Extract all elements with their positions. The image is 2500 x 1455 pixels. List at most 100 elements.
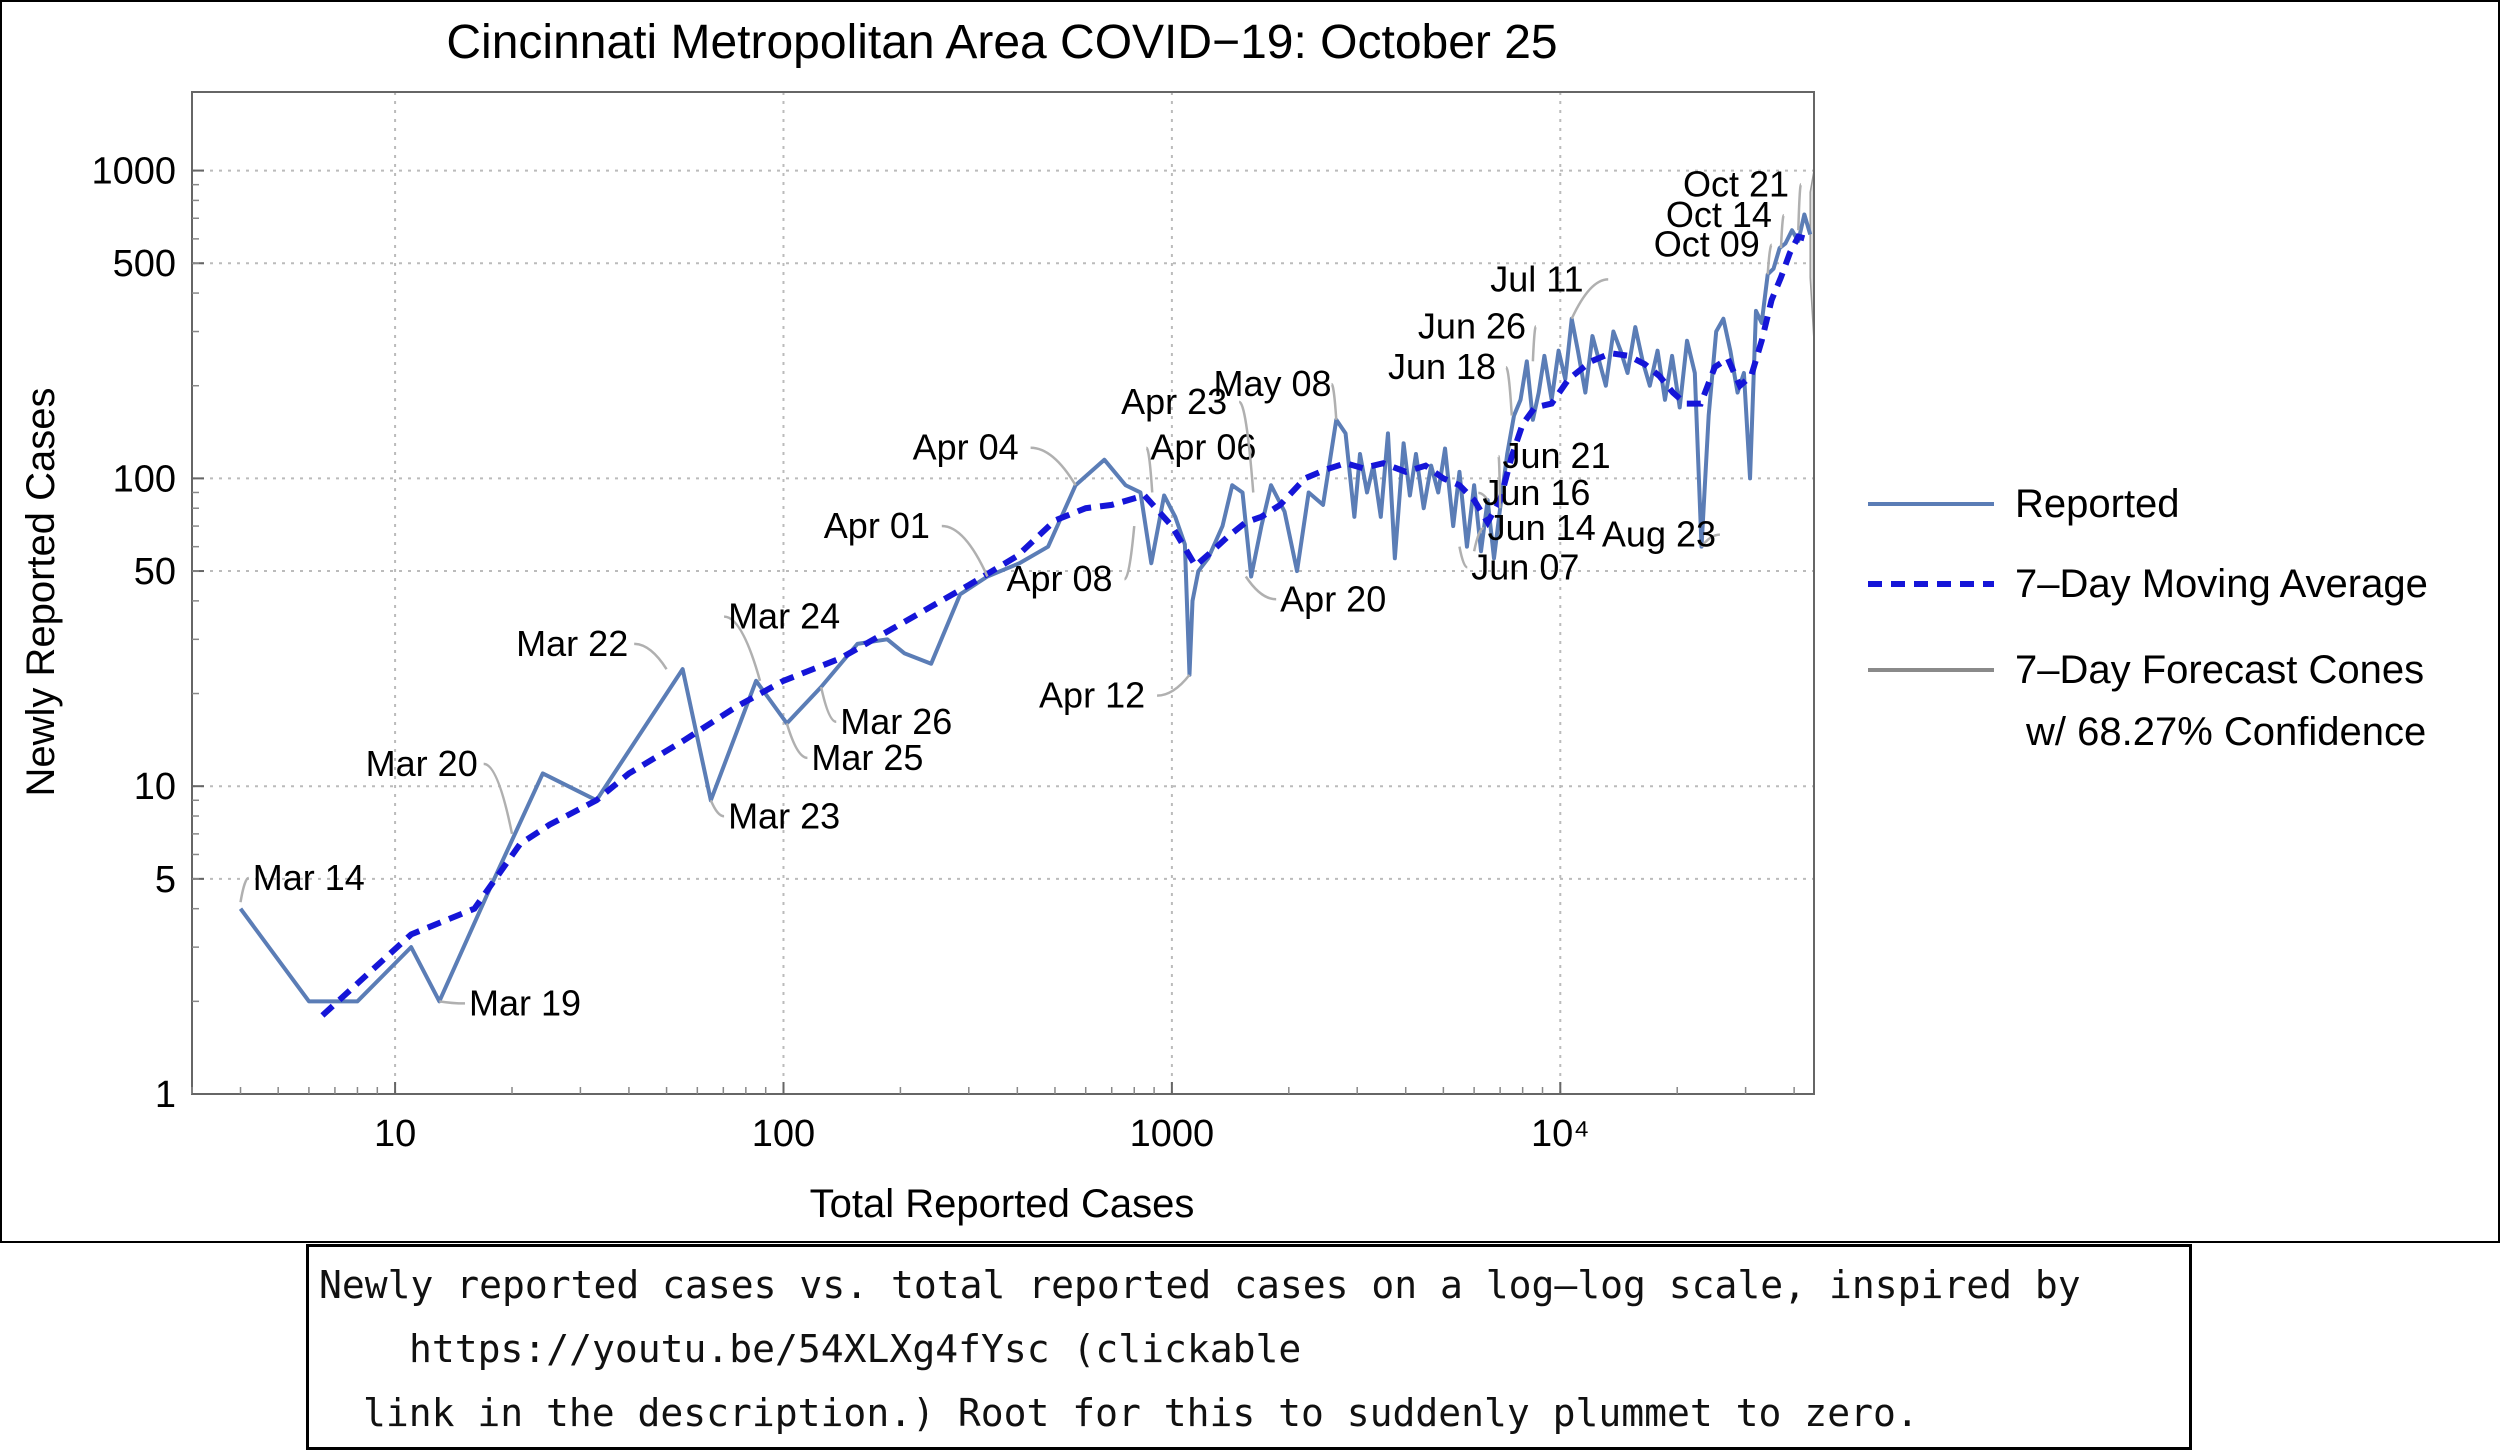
caption-line-2: https://youtu.be/54XLXg4fYsc (clickable	[409, 1327, 1302, 1371]
series-reported-line	[238, 212, 1813, 1004]
annotation-label: Mar 22	[516, 623, 628, 664]
annotation: Mar 25	[785, 723, 923, 778]
annotation-leader	[1244, 575, 1277, 601]
annotation-label: Apr 06	[1150, 427, 1256, 468]
annotation-leader	[1797, 183, 1803, 231]
annotation-label: Jun 26	[1418, 305, 1526, 346]
annotation-leader	[1700, 533, 1721, 548]
annotation-label: Jul 11	[1490, 258, 1583, 299]
annotation-label: Apr 12	[1039, 675, 1145, 716]
annotation-leader	[1478, 491, 1489, 501]
annotation: Jun 26	[1418, 305, 1538, 362]
annotation-leader	[1156, 674, 1191, 697]
annotation-leader	[1570, 278, 1609, 320]
annotation: Mar 22	[516, 623, 668, 670]
annotation-label: Jun 21	[1503, 435, 1611, 476]
chart: Cincinnati Metropolitan Area COVID−19: O…	[19, 16, 2428, 1226]
annotation: Jun 14	[1472, 507, 1596, 552]
y-tick-label: 5	[155, 859, 176, 901]
annotation: May 08	[1214, 363, 1338, 420]
y-tick-label: 500	[113, 243, 176, 285]
annotation-leader	[634, 642, 668, 670]
annotation-label: Apr 23	[1121, 381, 1227, 422]
x-tick-label: 1000	[1130, 1113, 1215, 1155]
annotation-leader	[1472, 526, 1484, 552]
annotation-leader	[1145, 446, 1154, 493]
x-tick-label: 100	[752, 1113, 815, 1155]
x-axis-label: Total Reported Cases	[810, 1182, 1195, 1226]
annotation-leader	[1123, 525, 1136, 581]
caption-line-3: link in the description.) Root for this …	[363, 1391, 1919, 1435]
annotations: Mar 14 Mar 19 Mar 20 Mar 22 Mar 23 Mar 24 Mar …	[239, 163, 1803, 1023]
annotation: Jun 21	[1497, 435, 1611, 509]
annotation: Mar 14	[239, 857, 365, 903]
annotation: Apr 04	[913, 427, 1077, 486]
y-axis-label: Newly Reported Cases	[19, 387, 63, 796]
annotation-leader	[1779, 213, 1786, 249]
annotation-label: May 08	[1214, 363, 1332, 404]
annotation: Jun 07	[1458, 546, 1579, 587]
annotation-label: Mar 23	[728, 795, 840, 836]
y-tick-label: 10	[134, 766, 176, 808]
annotation: Oct 14	[1666, 194, 1786, 249]
annotation-label: Apr 20	[1280, 578, 1386, 619]
annotation: Apr 23	[1121, 381, 1255, 493]
annotation-label: Mar 19	[469, 982, 581, 1023]
series-layer	[238, 212, 1814, 1018]
annotation-label: Mar 26	[840, 701, 952, 742]
annotation-leader	[1504, 365, 1514, 416]
annotation: Apr 12	[1039, 674, 1191, 716]
series-moving-average-line	[320, 233, 1814, 1018]
annotation: Oct 21	[1683, 163, 1803, 231]
annotation-leader	[1030, 446, 1077, 486]
annotation-leader	[439, 1000, 466, 1005]
legend-label-reported: Reported	[2015, 482, 2180, 526]
annotation: Mar 24	[723, 596, 840, 682]
annotation-label: Mar 20	[366, 743, 478, 784]
annotation-leader	[709, 799, 725, 818]
annotation: Apr 06	[1145, 427, 1256, 493]
y-tick-label: 50	[134, 551, 176, 593]
annotation: Aug 23	[1602, 514, 1721, 555]
annotation-label: Apr 08	[1006, 558, 1112, 599]
annotation-label: Mar 14	[253, 857, 365, 898]
annotation-leader	[1766, 243, 1773, 275]
annotation: Oct 09	[1654, 224, 1773, 275]
annotation-label: Jun 14	[1488, 507, 1596, 548]
annotation-leader	[819, 686, 837, 724]
plot-frame	[191, 91, 1815, 1095]
annotation: Apr 01	[824, 505, 989, 578]
grid	[192, 92, 1814, 1095]
annotation: Jun 16	[1478, 472, 1590, 513]
annotation-leader	[1531, 325, 1538, 362]
caption-line-1: Newly reported cases vs. total reported …	[319, 1263, 2081, 1307]
annotation: Jun 18	[1388, 346, 1514, 416]
annotation-label: Oct 14	[1666, 194, 1772, 235]
axis-ticks: 10 100 1000 10⁴ 1 5 10 50 100 500 1000	[91, 151, 1795, 1155]
annotation: Apr 08	[1006, 525, 1136, 599]
chart-title: Cincinnati Metropolitan Area COVID−19: O…	[446, 16, 1557, 69]
chart-frame: Cincinnati Metropolitan Area COVID−19: O…	[0, 0, 2500, 1243]
annotation-leader	[785, 723, 808, 760]
annotation-leader	[239, 876, 250, 903]
annotation: Mar 20	[366, 743, 514, 835]
x-tick-label: 10	[374, 1113, 416, 1155]
annotation-label: Jun 07	[1471, 546, 1579, 587]
y-tick-label: 1000	[91, 151, 176, 193]
annotation-label: Oct 21	[1683, 163, 1789, 204]
annotation-leader	[1458, 546, 1468, 569]
x-tick-label: 10⁴	[1531, 1113, 1590, 1155]
annotation-label: Mar 25	[811, 737, 923, 778]
annotation-label: Jun 18	[1388, 346, 1496, 387]
annotation-leader	[1238, 400, 1255, 493]
annotation-label: Oct 09	[1654, 224, 1760, 265]
annotation: Jul 11	[1490, 258, 1609, 320]
y-tick-label: 100	[113, 458, 176, 500]
annotation-leader	[1497, 454, 1502, 509]
annotation: Apr 20	[1244, 575, 1386, 619]
annotation-label: Apr 01	[824, 505, 930, 546]
legend-label-moving-average: 7–Day Moving Average	[2015, 562, 2428, 606]
annotation-label: Apr 04	[913, 427, 1019, 468]
annotation: Mar 19	[439, 982, 581, 1023]
annotation-leader	[483, 762, 514, 835]
